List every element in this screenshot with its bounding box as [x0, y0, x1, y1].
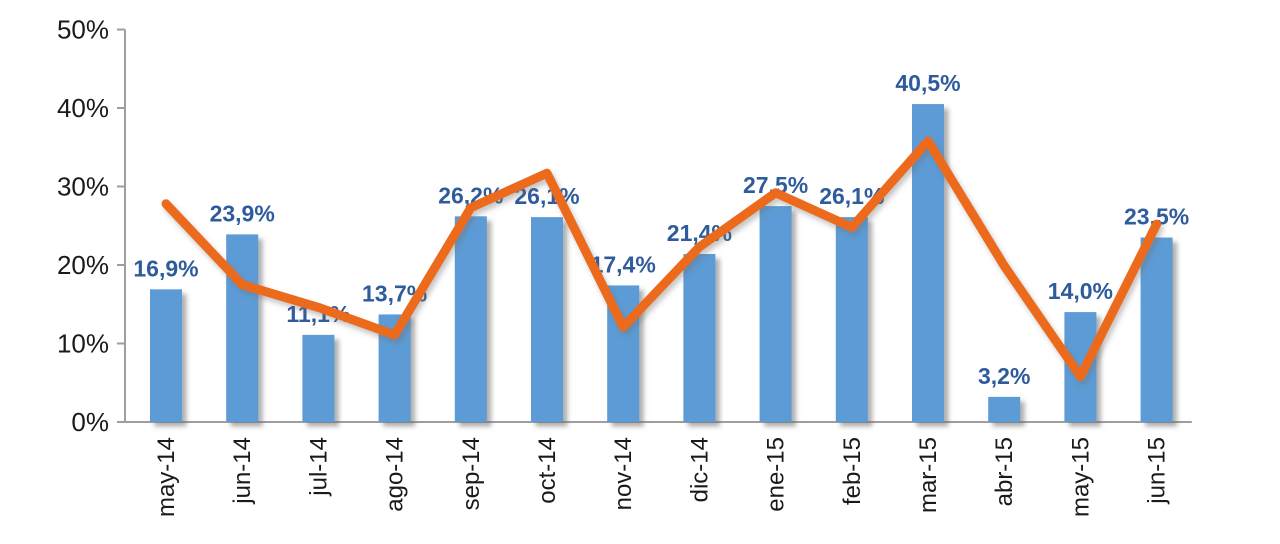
- x-tick-label-dic-14: dic-14: [686, 437, 713, 502]
- bar-feb-15: [835, 217, 868, 422]
- bar-jun-15: [1140, 237, 1173, 422]
- data-labels: 16,9%23,9%11,1%13,7%26,2% 26,1%17,4%21,4%…: [133, 70, 1189, 389]
- x-tick-label-mar-15: mar-15: [915, 437, 942, 513]
- x-tick-label-ago-14: ago-14: [382, 437, 409, 512]
- y-tick-label: 30%: [57, 172, 109, 202]
- bar-may-14: [150, 289, 182, 422]
- y-tick-label: 10%: [57, 329, 109, 359]
- line-series: [161, 136, 1162, 381]
- x-tick-label-may-14: may-14: [153, 437, 180, 517]
- x-tick-label-jun-14: jun-14: [229, 437, 256, 505]
- y-tick-label: 0%: [71, 407, 109, 437]
- bar-ene-15: [759, 206, 792, 422]
- x-tick-label-jun-15: jun-15: [1144, 437, 1171, 505]
- bar-oct-14: [531, 217, 563, 422]
- data-label-jun-14: 23,9%: [210, 200, 275, 226]
- y-tick-label: 50%: [57, 15, 109, 45]
- x-tick-label-ene-15: ene-15: [763, 437, 790, 512]
- x-tick-label-oct-14: oct-14: [534, 437, 561, 504]
- y-axis-labels: 0% 10% 20% 30% 40% 50%: [57, 15, 125, 437]
- trend-line-path: [161, 136, 1162, 381]
- y-tick-label: 40%: [57, 93, 109, 123]
- bar-dic-14: [683, 254, 716, 422]
- bar-jun-14: [226, 234, 259, 422]
- x-tick-label-may-15: may-15: [1067, 437, 1094, 517]
- bar-jul-14: [302, 334, 335, 422]
- bar-sep-14: [454, 216, 487, 422]
- data-label-mar-15: 40,5%: [895, 70, 960, 96]
- x-tick-label-feb-15: feb-15: [839, 437, 866, 505]
- y-tick-label: 20%: [57, 250, 109, 280]
- x-tick-label-sep-14: sep-14: [458, 437, 485, 510]
- data-label-abr-15: 3,2%: [978, 363, 1030, 389]
- x-axis-labels: may-14 jun-14 jul-14 ago-14 sep-14 oct-14 nov-…: [153, 437, 1171, 517]
- x-tick-label-jul-14: jul-14: [305, 437, 332, 497]
- bar-abr-15: [988, 396, 1021, 422]
- x-tick-label-abr-15: abr-15: [991, 437, 1018, 506]
- data-label-may-15: 14,0%: [1048, 278, 1113, 304]
- axes: [124, 29, 1192, 423]
- data-label-may-14: 16,9%: [133, 255, 198, 281]
- x-tick-label-nov-14: nov-14: [610, 437, 637, 510]
